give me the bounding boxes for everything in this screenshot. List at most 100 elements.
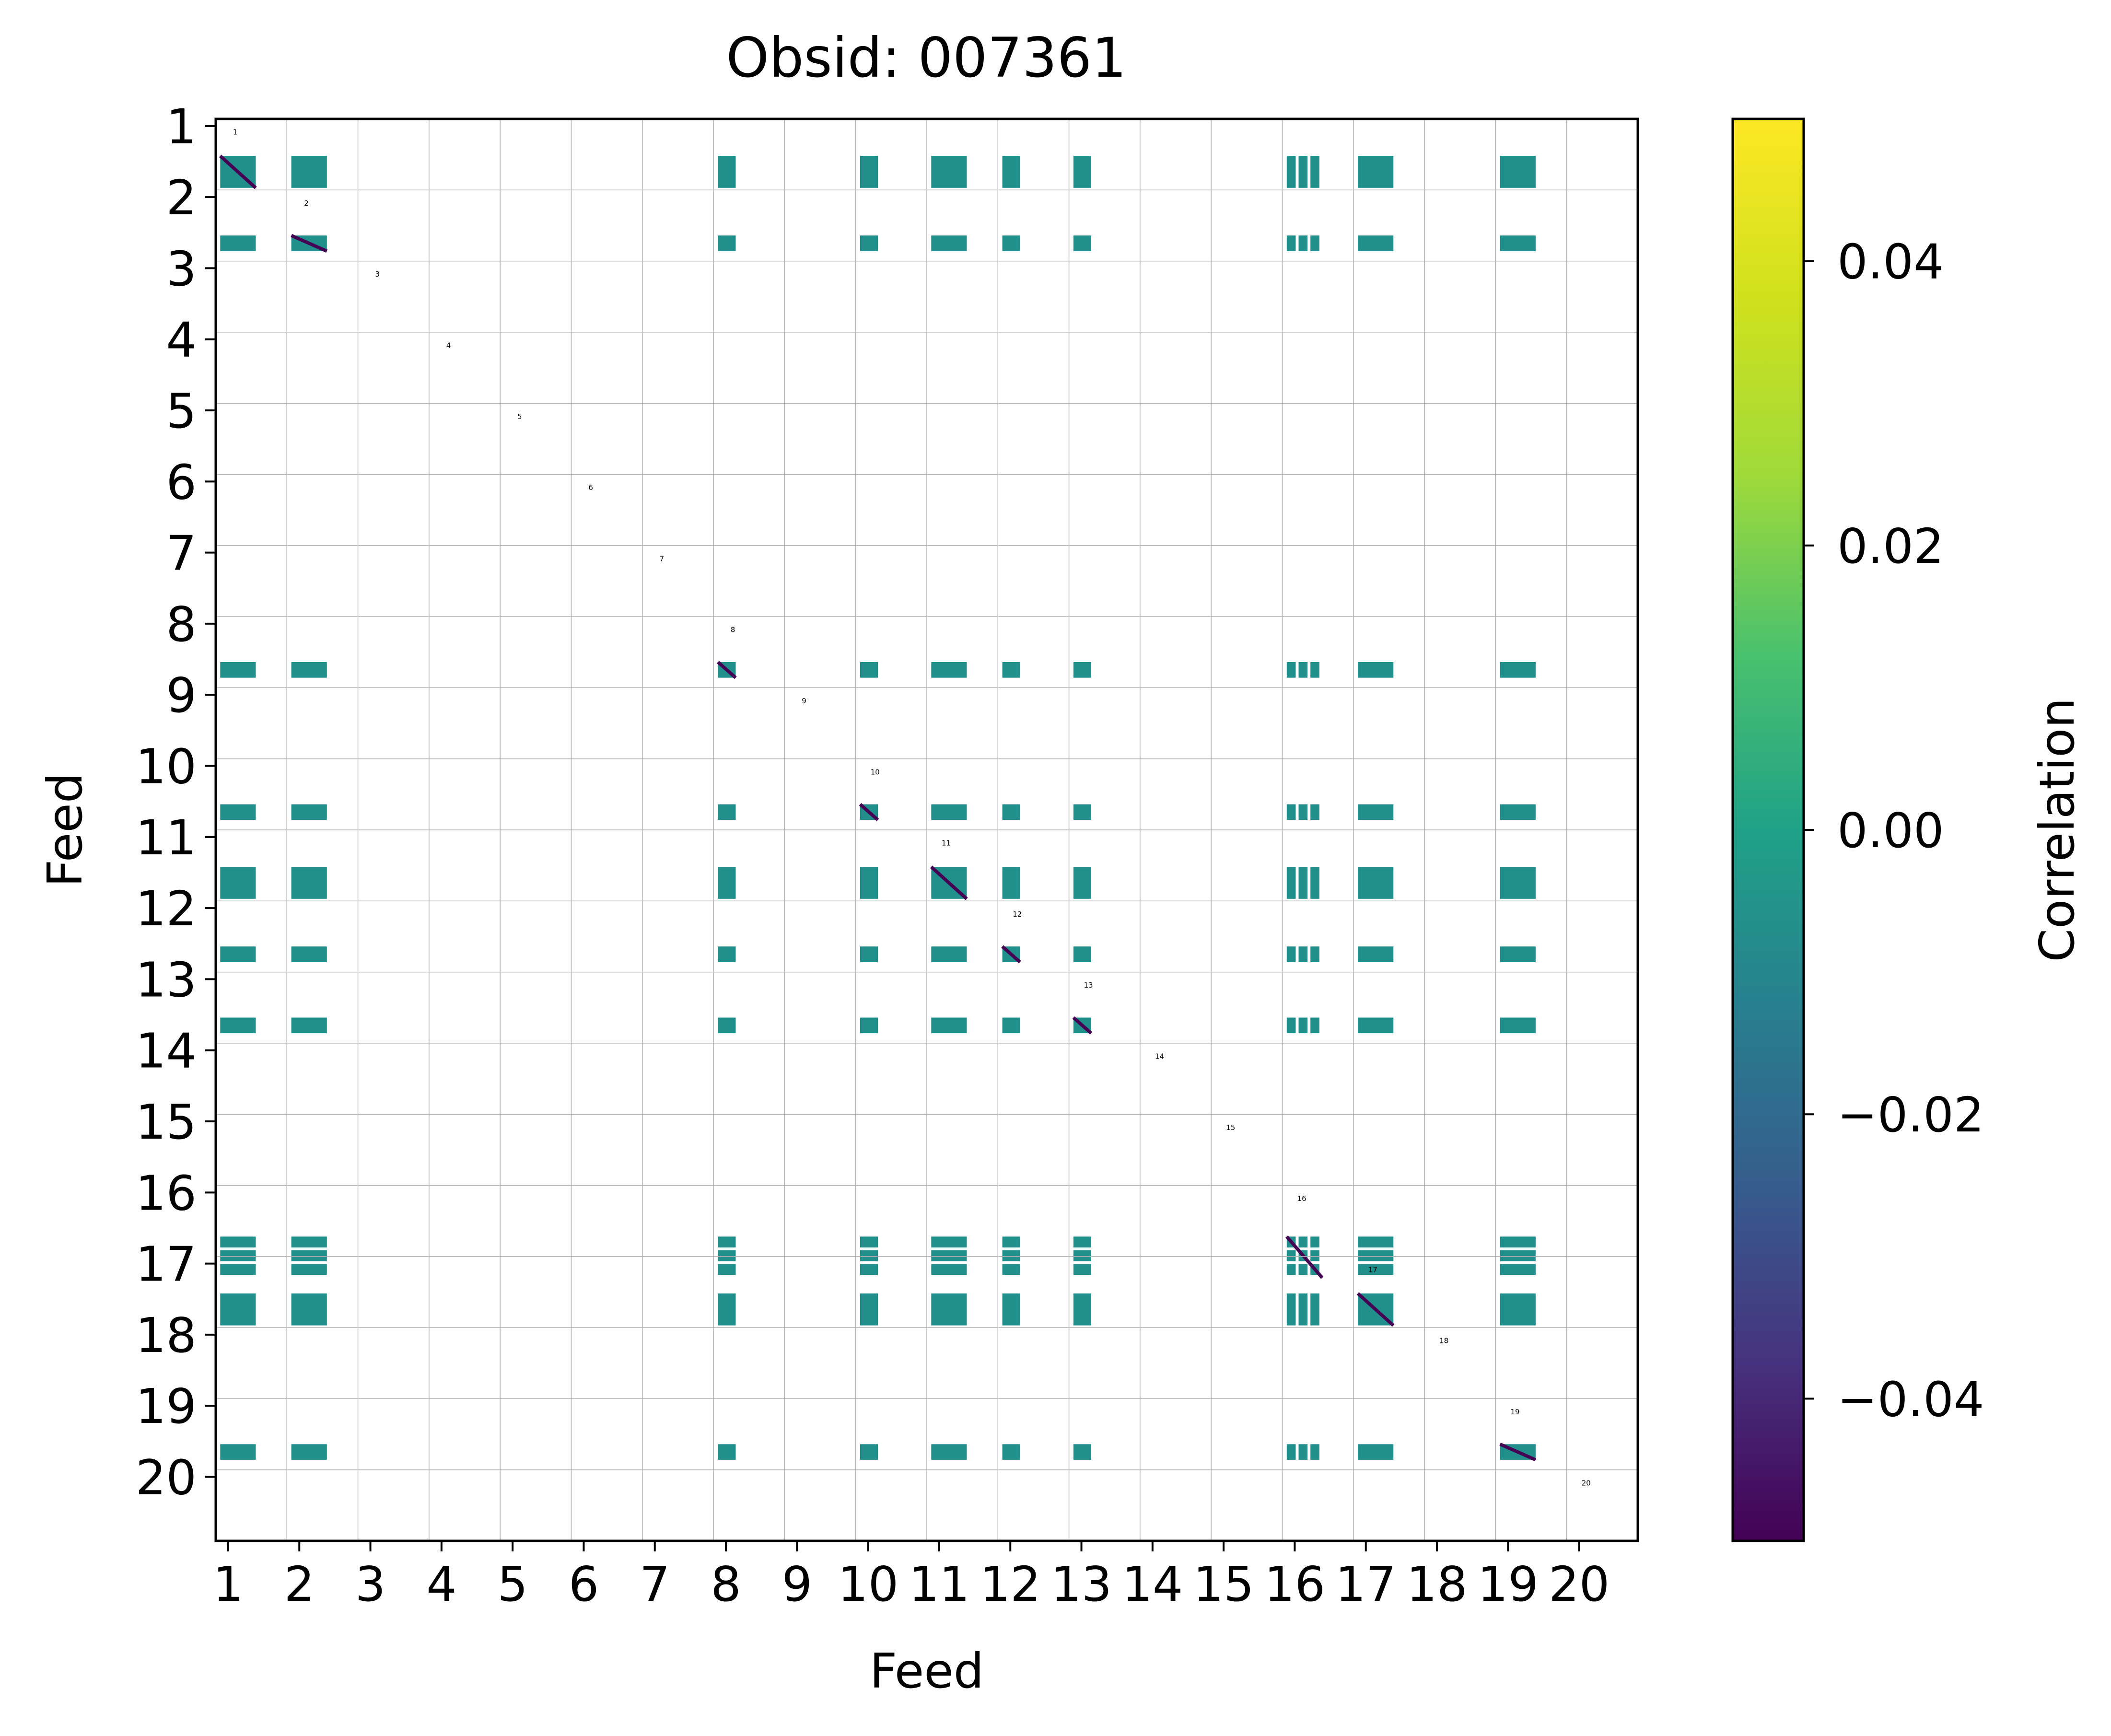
diagonal-label: 20 [1582,1479,1591,1487]
heatmap-cell [1310,662,1319,678]
heatmap-cell [931,1293,967,1326]
heatmap-cell [931,235,967,251]
heatmap-cell [931,804,967,820]
heatmap-cell [1500,235,1536,251]
heatmap-cell [718,1236,736,1247]
diagonal-cell [1499,1443,1537,1462]
heatmap-cell [1002,867,1020,899]
x-tick-label: 8 [711,1556,741,1612]
y-tick-label: 5 [166,383,197,439]
heatmap-cell [1310,1017,1319,1034]
colorbar-tick-label: 0.00 [1837,803,1944,859]
y-tick-label: 16 [136,1165,197,1221]
y-tick-label: 1 [166,99,197,155]
diagonal-cell [717,661,737,679]
diagonal-label: 3 [375,270,380,279]
heatmap-cell [1286,1264,1296,1275]
heatmap-cell [1286,156,1296,188]
heatmap-cell [291,1293,327,1326]
diagonal-label: 8 [731,626,735,634]
heatmap-cell [220,1236,256,1247]
diagonal-cell [859,803,879,821]
heatmap-cell [1073,156,1091,188]
y-tick-label: 7 [166,525,197,582]
heatmap-cell [860,662,878,678]
heatmap-cell [1358,867,1394,899]
heatmap-cell [1286,662,1296,678]
heatmap-cell [1002,1236,1020,1247]
heatmap-cell [1358,235,1394,251]
heatmap-cell [1298,946,1308,962]
y-tick-label: 12 [136,881,197,937]
heatmap-cell [1073,1444,1091,1460]
colorbar-tick-label: 0.04 [1837,234,1944,290]
diagonal-cell [1001,945,1021,964]
heatmap-cell [1298,1236,1308,1247]
heatmap-cell [1358,1264,1394,1275]
heatmap-cell [860,946,878,962]
heatmap-cell [220,1293,256,1326]
y-tick-label: 3 [166,241,197,297]
x-tick-label: 17 [1335,1556,1396,1612]
heatmap-cell [1002,1250,1020,1261]
diagonal-label: 16 [1297,1194,1306,1203]
heatmap-cell [931,156,967,188]
x-tick-label: 19 [1478,1556,1539,1612]
heatmap-cell [718,156,736,188]
colorbar-ticks: −0.04 −0.02 0.00 0.02 0.04 [1804,234,1984,1427]
heatmap-cell [1358,1250,1394,1261]
heatmap-cell [1500,946,1536,962]
heatmap-cell [1310,1250,1319,1261]
heatmap-cell [1500,867,1536,899]
heatmap-cell [860,1250,878,1261]
heatmap-cell [1073,662,1091,678]
x-tick-label: 13 [1051,1556,1112,1612]
diagonal-cell [930,865,968,900]
y-tick-label: 14 [136,1023,197,1079]
heatmap-cell [1298,662,1308,678]
heatmap-cell [1286,867,1296,899]
x-tick-label: 3 [355,1556,386,1612]
heatmap-cell [718,1250,736,1261]
heatmap-cell [291,867,327,899]
x-tick-label: 18 [1406,1556,1467,1612]
y-tick-label: 11 [136,810,197,866]
colorbar-tick-label: 0.02 [1837,518,1944,574]
diagonal-label: 10 [871,768,880,776]
heatmap-cell [291,1236,327,1247]
heatmap-cell [291,662,327,678]
heatmap-cell [1500,1293,1536,1326]
heatmap-cell [1286,1293,1296,1326]
diagonal-label: 18 [1439,1337,1448,1345]
heatmap-cell [1500,1017,1536,1034]
diagonal-label: 11 [942,839,951,848]
heatmap-cell [1298,867,1308,899]
colorbar-label: Correlation [2029,698,2085,962]
y-axis-label: Feed [37,773,93,887]
heatmap-cell [1298,1444,1308,1460]
heatmap-cell [1002,1444,1020,1460]
y-tick-label: 9 [166,667,197,723]
heatmap-cell [860,1236,878,1247]
heatmap-cell [220,867,256,899]
heatmap-cell [220,804,256,820]
heatmap-cell [718,867,736,899]
heatmap-cell [1286,235,1296,251]
x-tick-label: 10 [838,1556,898,1612]
heatmap-cell [1298,1264,1308,1275]
heatmap-cell [220,946,256,962]
x-tick-label: 20 [1549,1556,1609,1612]
diagonal-cell [291,233,328,253]
heatmap-cell [1500,804,1536,820]
heatmap-cell [1286,946,1296,962]
heatmap-cell [1500,1250,1536,1261]
y-tick-label: 17 [136,1236,197,1293]
heatmap-cell [1310,804,1319,820]
x-tick-label: 2 [284,1556,315,1612]
heatmap-cell [1286,804,1296,820]
heatmap-cell [931,662,967,678]
heatmap-cell [1298,156,1308,188]
heatmap-cell [220,1264,256,1275]
heatmap-cell [1002,804,1020,820]
